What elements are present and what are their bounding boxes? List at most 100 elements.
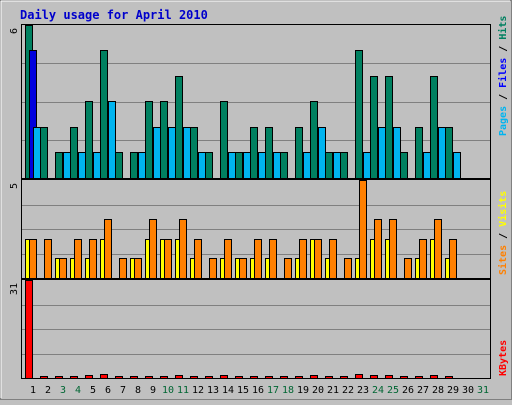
legend-entry: Files: [497, 58, 509, 88]
bar-pages-day-28: [438, 127, 446, 179]
bar-sites-day-11: [179, 219, 187, 279]
bar-hits-day-6: [100, 50, 108, 179]
legend-entry: Pages: [498, 106, 509, 136]
bar-hits-day-10: [160, 101, 168, 179]
y-max-label: 31: [9, 283, 20, 295]
bar-kbytes-day-3: [55, 376, 63, 379]
bar-pages-day-3: [63, 152, 71, 179]
bar-kbytes-day-10: [160, 376, 168, 379]
bar-pages-day-23: [363, 152, 371, 179]
bar-hits-day-4: [70, 127, 78, 179]
bar-kbytes-day-5: [85, 375, 93, 379]
day-label-14: 14: [222, 385, 234, 396]
legend-2: Sites / Visits: [497, 191, 509, 275]
bar-kbytes-day-12: [190, 376, 198, 379]
bar-kbytes-day-9: [145, 376, 153, 379]
day-label-27: 27: [417, 385, 429, 396]
legend-entry: KBytes: [498, 340, 509, 376]
day-label-22: 22: [342, 385, 354, 396]
day-label-16: 16: [252, 385, 264, 396]
bar-hits-day-13: [205, 152, 213, 179]
bar-hits-day-23: [355, 50, 363, 179]
bar-pages-day-11: [183, 127, 191, 179]
bar-hits-day-5: [85, 101, 93, 179]
bar-sites-day-14: [224, 239, 232, 279]
bar-sites-day-7: [119, 258, 127, 279]
bar-hits-day-28: [430, 76, 438, 179]
bar-hits-day-3: [55, 152, 63, 179]
bar-kbytes-day-14: [220, 375, 228, 379]
bar-kbytes-day-25: [385, 375, 393, 379]
bar-kbytes-day-18: [280, 376, 288, 379]
bar-kbytes-day-21: [325, 376, 333, 379]
bar-pages-day-9: [153, 127, 161, 179]
day-label-4: 4: [75, 385, 81, 396]
day-label-18: 18: [282, 385, 294, 396]
bar-pages-day-27: [423, 152, 431, 179]
bar-sites-day-29: [449, 239, 457, 279]
bar-sites-day-23: [359, 180, 367, 279]
day-label-2: 2: [45, 385, 51, 396]
legend-entry: /: [498, 40, 509, 58]
bar-kbytes-day-20: [310, 375, 318, 379]
bar-kbytes-day-17: [265, 376, 273, 379]
bar-kbytes-day-19: [295, 376, 303, 379]
day-label-26: 26: [402, 385, 414, 396]
bar-sites-day-27: [419, 239, 427, 279]
bar-hits-day-19: [295, 127, 303, 179]
bar-pages-day-24: [378, 127, 386, 179]
bar-hits-day-21: [325, 152, 333, 179]
bar-sites-day-3: [59, 258, 67, 279]
bar-sites-day-4: [74, 239, 82, 279]
bar-sites-day-17: [269, 239, 277, 279]
day-label-9: 9: [150, 385, 156, 396]
bar-kbytes-day-11: [175, 375, 183, 379]
bar-kbytes-day-28: [430, 375, 438, 379]
bar-kbytes-day-27: [415, 376, 423, 379]
day-label-20: 20: [312, 385, 324, 396]
day-label-17: 17: [267, 385, 279, 396]
bar-hits-day-17: [265, 127, 273, 179]
bar-pages-day-5: [93, 152, 101, 179]
panel-1: 6 Pages / Files / Hits: [9, 16, 509, 179]
day-label-19: 19: [297, 385, 309, 396]
bar-hits-day-24: [370, 76, 378, 179]
bar-pages-day-4: [78, 152, 86, 179]
bar-sites-day-24: [374, 219, 382, 279]
bar-sites-day-5: [89, 239, 97, 279]
day-label-21: 21: [327, 385, 339, 396]
bar-kbytes-day-4: [70, 376, 78, 379]
bar-kbytes-day-1: [25, 280, 33, 379]
day-label-13: 13: [207, 385, 219, 396]
bar-hits-day-7: [115, 152, 123, 179]
bar-kbytes-day-8: [130, 376, 138, 379]
legend-1: Pages / Files / Hits: [497, 16, 509, 136]
bar-hits-day-25: [385, 76, 393, 179]
bar-hits-day-8: [130, 152, 138, 179]
bar-kbytes-day-26: [400, 376, 408, 379]
bar-sites-day-26: [404, 258, 412, 279]
bar-sites-day-10: [164, 239, 172, 279]
bar-pages-day-1: [33, 127, 41, 179]
bar-pages-day-6: [108, 101, 116, 179]
day-label-29: 29: [447, 385, 459, 396]
bar-pages-day-8: [138, 152, 146, 179]
day-label-11: 11: [177, 385, 189, 396]
bar-sites-day-16: [254, 239, 262, 279]
bar-kbytes-day-2: [40, 376, 48, 379]
bar-hits-day-16: [250, 127, 258, 179]
bar-hits-day-14: [220, 101, 228, 179]
bar-sites-day-18: [284, 258, 292, 279]
bar-sites-day-9: [149, 219, 157, 279]
bar-pages-day-12: [198, 152, 206, 179]
bar-pages-day-29: [453, 152, 461, 179]
bar-hits-day-20: [310, 101, 318, 179]
bar-pages-day-16: [258, 152, 266, 179]
legend-entry: Visits: [497, 191, 509, 227]
bar-hits-day-12: [190, 127, 198, 179]
day-label-5: 5: [90, 385, 96, 396]
bar-hits-day-22: [340, 152, 348, 179]
